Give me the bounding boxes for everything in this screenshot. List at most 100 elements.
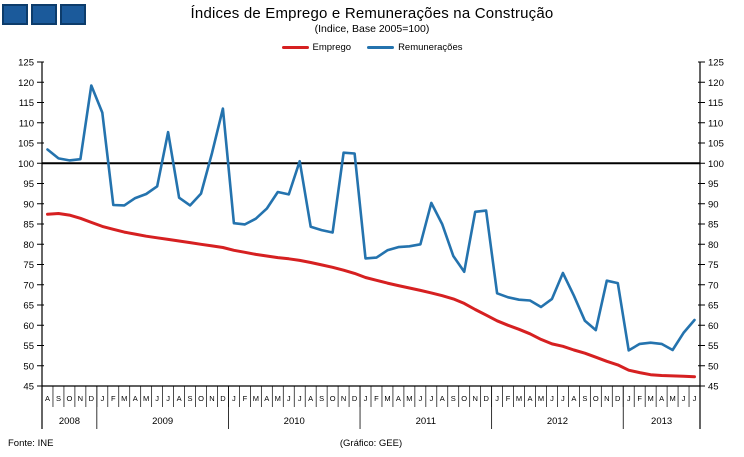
y-axis-label-left: 85 <box>23 220 34 231</box>
remuneracoes-line-swatch <box>367 46 395 49</box>
y-axis-label-right: 85 <box>708 220 719 231</box>
month-label: D <box>220 394 226 403</box>
month-label: M <box>669 394 675 403</box>
month-label: S <box>188 394 193 403</box>
month-label: F <box>374 394 379 403</box>
month-label: S <box>451 394 456 403</box>
y-axis-label-left: 95 <box>23 179 34 190</box>
legend-item-emprego: Emprego <box>281 42 352 53</box>
y-axis-label-left: 75 <box>23 260 34 271</box>
month-label: A <box>45 394 50 403</box>
y-axis-label-left: 55 <box>23 341 34 352</box>
month-label: J <box>166 394 170 403</box>
month-label: M <box>253 394 259 403</box>
y-axis-label-right: 125 <box>708 58 724 69</box>
month-label: A <box>177 394 182 403</box>
chart-legend: Emprego Remunerações <box>0 42 744 53</box>
month-label: A <box>659 394 664 403</box>
legend-label-emprego: Emprego <box>312 42 352 53</box>
emprego-line-swatch <box>281 46 309 49</box>
y-axis-label-right: 45 <box>708 382 719 393</box>
month-label: J <box>232 394 236 403</box>
y-axis-label-right: 120 <box>708 78 724 89</box>
year-label: 2013 <box>651 416 672 427</box>
month-label: N <box>209 394 214 403</box>
month-label: O <box>66 394 72 403</box>
logo-square-icon <box>60 4 86 25</box>
year-label: 2009 <box>152 416 173 427</box>
y-axis-label-right: 100 <box>708 159 724 170</box>
year-label: 2008 <box>59 416 80 427</box>
y-axis-label-left: 90 <box>23 199 34 210</box>
month-label: J <box>418 394 422 403</box>
year-label: 2010 <box>284 416 305 427</box>
logo-square-icon <box>31 4 57 25</box>
month-label: A <box>440 394 445 403</box>
year-label: 2011 <box>416 416 436 427</box>
month-label: J <box>550 394 554 403</box>
y-axis-label-right: 50 <box>708 361 719 372</box>
month-label: J <box>155 394 159 403</box>
month-label: J <box>561 394 565 403</box>
month-label: M <box>538 394 544 403</box>
y-axis-label-left: 100 <box>18 159 34 170</box>
month-label: N <box>604 394 609 403</box>
month-label: D <box>483 394 489 403</box>
month-label: F <box>111 394 116 403</box>
y-axis-label-right: 55 <box>708 341 719 352</box>
month-label: A <box>308 394 313 403</box>
month-label: M <box>648 394 654 403</box>
month-label: A <box>571 394 576 403</box>
page-title: Índices de Emprego e Remunerações na Con… <box>190 5 554 22</box>
y-axis-label-left: 45 <box>23 382 34 393</box>
month-label: A <box>133 394 138 403</box>
y-axis-label-right: 110 <box>708 118 723 129</box>
y-axis-label-left: 50 <box>23 361 34 372</box>
month-label: D <box>352 394 358 403</box>
month-label: S <box>582 394 587 403</box>
month-label: S <box>319 394 324 403</box>
emprego-line <box>46 212 696 379</box>
month-label: J <box>682 394 686 403</box>
month-label: J <box>495 394 499 403</box>
source-note: Fonte: INE <box>8 438 54 449</box>
y-axis-label-left: 115 <box>19 98 34 109</box>
month-label: J <box>429 394 433 403</box>
y-axis-label-right: 90 <box>708 199 719 210</box>
month-label: M <box>516 394 522 403</box>
y-axis-label-right: 70 <box>708 280 719 291</box>
y-axis-label-right: 60 <box>708 321 719 332</box>
remuneracoes-line <box>46 84 696 352</box>
month-label: N <box>472 394 477 403</box>
month-label: D <box>89 394 95 403</box>
month-label: S <box>56 394 61 403</box>
y-axis-label-right: 115 <box>708 98 723 109</box>
y-axis-label-right: 75 <box>708 260 719 271</box>
month-label: M <box>121 394 127 403</box>
month-label: O <box>198 394 204 403</box>
month-label: J <box>693 394 697 403</box>
y-axis-label-left: 105 <box>18 139 34 150</box>
y-axis-label-left: 120 <box>18 78 34 89</box>
month-label: N <box>78 394 83 403</box>
month-label: N <box>341 394 346 403</box>
year-label: 2012 <box>547 416 568 427</box>
y-axis-label-right: 95 <box>708 179 719 190</box>
month-label: F <box>506 394 511 403</box>
month-label: M <box>384 394 390 403</box>
legend-item-remuneracoes: Remunerações <box>367 42 462 53</box>
page-subtitle: (Indice, Base 2005=100) <box>314 23 430 35</box>
y-axis-label-right: 105 <box>708 139 724 150</box>
month-label: J <box>287 394 291 403</box>
month-label: D <box>615 394 621 403</box>
month-label: A <box>528 394 533 403</box>
month-label: J <box>100 394 104 403</box>
month-label: J <box>364 394 368 403</box>
month-label: J <box>298 394 302 403</box>
y-axis-label-left: 60 <box>23 321 34 332</box>
month-label: M <box>406 394 412 403</box>
month-label: O <box>593 394 599 403</box>
logo-square-icon <box>2 4 28 25</box>
y-axis-label-right: 80 <box>708 240 719 251</box>
